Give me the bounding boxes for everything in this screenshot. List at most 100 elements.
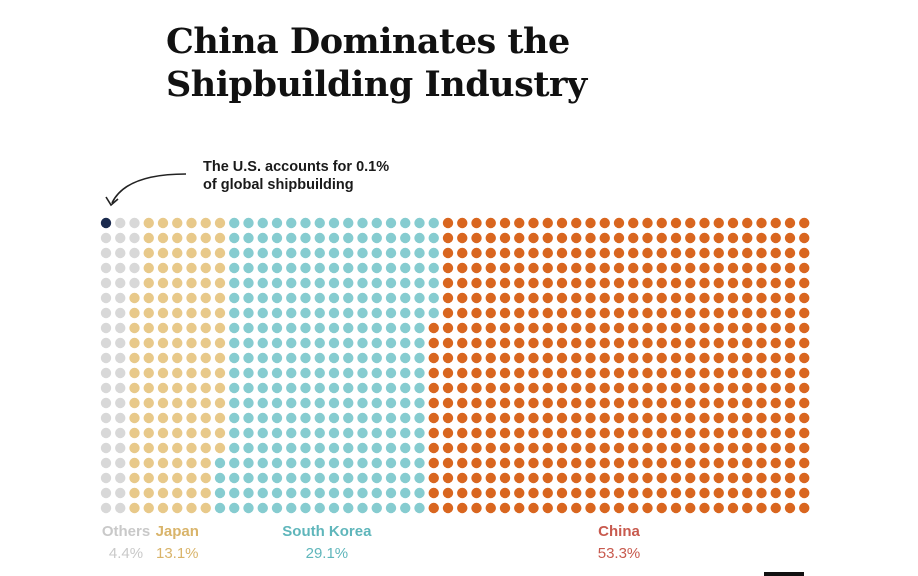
dot-south-korea	[286, 292, 297, 304]
dot-china	[670, 487, 682, 499]
dot-china	[585, 232, 596, 244]
dot-china	[585, 337, 596, 349]
dot-china	[713, 352, 724, 364]
dot-south-korea	[414, 217, 425, 229]
dot-china	[742, 502, 753, 514]
dot-china	[428, 502, 439, 514]
dot-south-korea	[385, 337, 397, 349]
dot-south-korea	[300, 307, 311, 319]
dot-china	[485, 337, 496, 349]
dot-china	[613, 337, 625, 349]
dot-others	[100, 277, 112, 289]
dot-china	[613, 262, 625, 274]
dot-china	[599, 322, 610, 334]
dot-others	[115, 352, 126, 364]
dot-south-korea	[243, 232, 254, 244]
dot-china	[742, 397, 753, 409]
dot-china	[770, 322, 781, 334]
dot-south-korea	[343, 337, 354, 349]
dot-china	[556, 247, 568, 259]
dot-china	[485, 442, 496, 454]
dot-china	[542, 352, 553, 364]
dot-south-korea	[286, 322, 297, 334]
dot-south-korea	[357, 412, 368, 424]
dot-china	[542, 307, 553, 319]
dot-others	[115, 307, 126, 319]
dot-china	[756, 277, 767, 289]
dot-china	[514, 442, 525, 454]
dot-china	[784, 217, 796, 229]
dot-china	[457, 502, 468, 514]
dot-south-korea	[343, 487, 354, 499]
dot-china	[770, 262, 781, 274]
dot-south-korea	[357, 367, 368, 379]
dot-china	[685, 412, 696, 424]
dot-china	[742, 457, 753, 469]
dot-others	[115, 442, 126, 454]
dot-china	[656, 217, 667, 229]
dot-china	[556, 292, 568, 304]
dot-japan	[143, 277, 154, 289]
dot-south-korea	[286, 457, 297, 469]
dot-china	[485, 502, 496, 514]
dot-south-korea	[271, 217, 283, 229]
dot-china	[457, 367, 468, 379]
dot-south-korea	[400, 232, 411, 244]
dot-japan	[172, 502, 183, 514]
dot-south-korea	[214, 502, 226, 514]
dot-japan	[186, 337, 197, 349]
dot-china	[613, 442, 625, 454]
dot-china	[542, 502, 553, 514]
dot-china	[514, 232, 525, 244]
dot-china	[442, 307, 454, 319]
dot-china	[670, 292, 682, 304]
dot-south-korea	[385, 232, 397, 244]
dot-china	[528, 307, 539, 319]
dot-south-korea	[314, 322, 325, 334]
dot-china	[670, 502, 682, 514]
dot-south-korea	[385, 457, 397, 469]
dot-south-korea	[286, 397, 297, 409]
dot-south-korea	[357, 277, 368, 289]
dot-south-korea	[371, 277, 382, 289]
dot-china	[770, 292, 781, 304]
dot-china	[499, 352, 511, 364]
dot-japan	[214, 442, 226, 454]
dot-south-korea	[385, 247, 397, 259]
dot-south-korea	[343, 397, 354, 409]
dot-china	[713, 277, 724, 289]
dot-china	[713, 337, 724, 349]
dot-japan	[214, 352, 226, 364]
dot-south-korea	[400, 352, 411, 364]
dot-south-korea	[428, 262, 439, 274]
dot-china	[642, 457, 653, 469]
dot-china	[514, 367, 525, 379]
dot-china	[656, 352, 667, 364]
dot-china	[685, 382, 696, 394]
dot-south-korea	[214, 472, 226, 484]
dot-others	[115, 457, 126, 469]
dot-china	[727, 352, 739, 364]
dot-south-korea	[385, 502, 397, 514]
dot-china	[442, 472, 454, 484]
dot-china	[528, 412, 539, 424]
dot-japan	[186, 322, 197, 334]
dot-china	[799, 502, 810, 514]
dot-china	[585, 487, 596, 499]
dot-china	[656, 397, 667, 409]
dot-china	[471, 337, 482, 349]
dot-china	[642, 472, 653, 484]
dot-japan	[129, 412, 140, 424]
dot-japan	[172, 322, 183, 334]
dot-china	[471, 262, 482, 274]
dot-china	[770, 457, 781, 469]
dot-china	[784, 292, 796, 304]
dot-south-korea	[300, 427, 311, 439]
dot-china	[670, 382, 682, 394]
dot-china	[742, 427, 753, 439]
dot-china	[727, 277, 739, 289]
dot-south-korea	[371, 442, 382, 454]
dot-south-korea	[343, 352, 354, 364]
dot-south-korea	[428, 217, 439, 229]
dot-china	[713, 367, 724, 379]
